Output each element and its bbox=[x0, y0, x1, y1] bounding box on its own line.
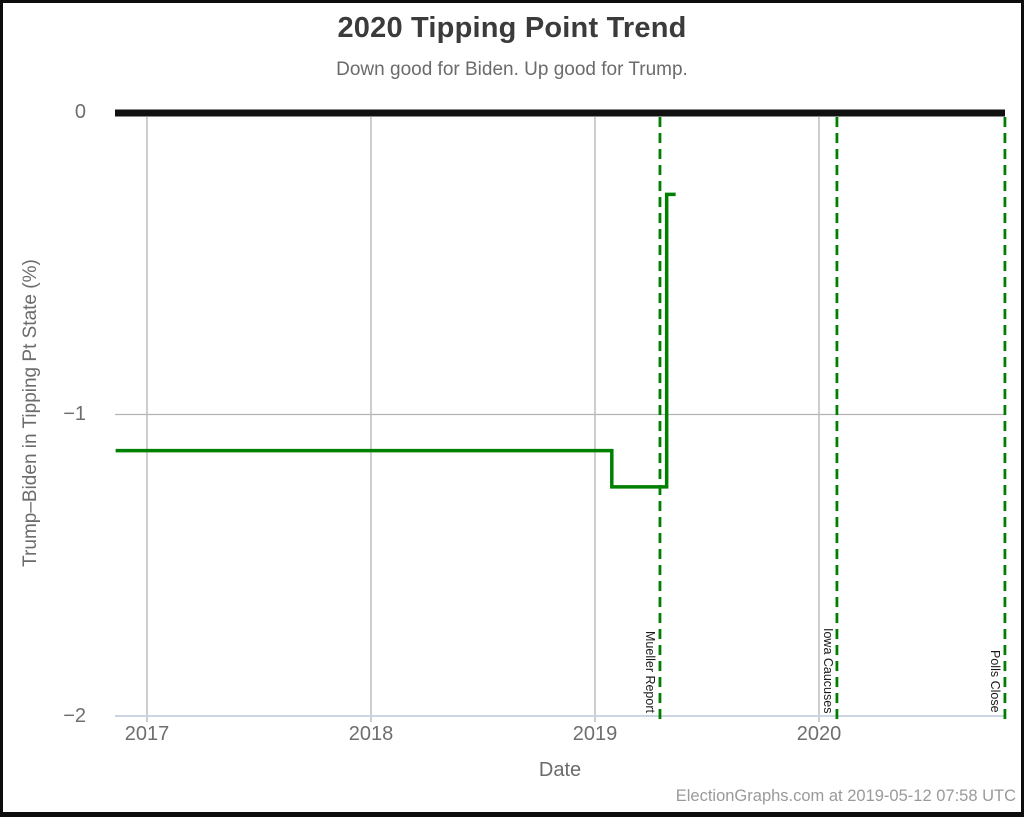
y-axis-label: Trump–Biden in Tipping Pt State (%) bbox=[20, 259, 41, 567]
y-tick-0: 0 bbox=[74, 101, 86, 123]
source-credit: ElectionGraphs.com at 2019-05-12 07:58 U… bbox=[675, 787, 1016, 805]
x-tick-2017: 2017 bbox=[124, 723, 170, 745]
x-tick-2019: 2019 bbox=[572, 723, 618, 745]
event-label-polls-close: Polls Close bbox=[988, 650, 1002, 713]
chart-title: 2020 Tipping Point Trend bbox=[337, 12, 687, 44]
chart-subtitle: Down good for Biden. Up good for Trump. bbox=[336, 59, 688, 80]
x-axis-label: Date bbox=[538, 759, 582, 781]
trend-line bbox=[115, 192, 676, 489]
event-label-mueller-report: Mueller Report bbox=[643, 631, 657, 713]
y-tick-neg2: −2 bbox=[63, 705, 86, 727]
y-tick-neg1: −1 bbox=[63, 403, 86, 425]
event-label-iowa-caucuses: Iowa Caucuses bbox=[821, 627, 835, 713]
x-tick-2018: 2018 bbox=[348, 723, 394, 745]
x-tick-2020: 2020 bbox=[796, 723, 842, 745]
